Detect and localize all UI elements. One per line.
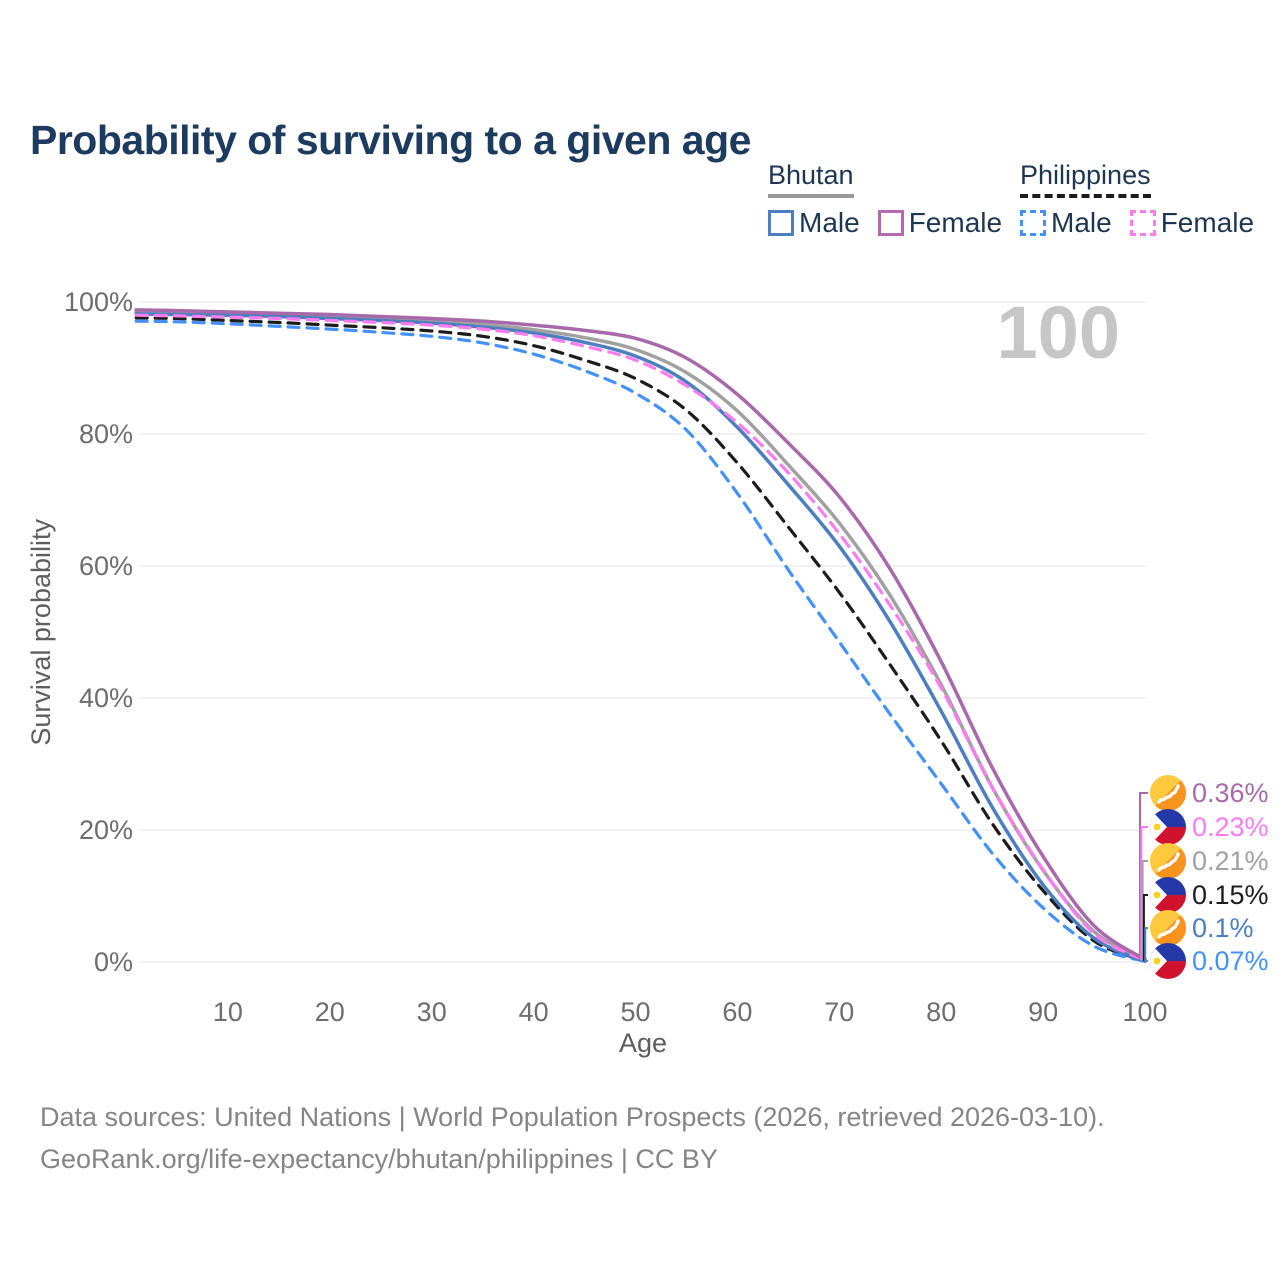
end-label-value: 0.23%	[1192, 811, 1269, 842]
end-label-connector-philippines-female	[1140, 826, 1148, 961]
end-label-connector-bhutan-male	[1144, 927, 1148, 962]
y-tick-label: 40%	[79, 683, 133, 713]
x-tick-label: 70	[824, 997, 854, 1027]
legend-group-philippines: Philippines Male Female	[1020, 160, 1272, 239]
end-label-connector-bhutan-female	[1139, 792, 1148, 960]
end-label-value: 0.36%	[1192, 777, 1269, 808]
series-line-bhutan-male[interactable]	[134, 312, 1147, 964]
end-label-bhutan-both-sexes[interactable]: 0.21%	[1150, 843, 1269, 879]
bhutan-flag-icon	[1150, 775, 1186, 811]
x-axis-title: Age	[619, 1028, 667, 1058]
end-label-value: 0.15%	[1192, 879, 1269, 910]
x-tick-label: 80	[926, 997, 956, 1027]
end-label-philippines-male[interactable]: 0.07%	[1150, 943, 1269, 979]
end-label-value: 0.07%	[1192, 945, 1269, 976]
legend-label-bhutan-male[interactable]: Male	[799, 207, 860, 238]
end-label-connector-bhutan-both-sexes	[1141, 860, 1148, 961]
end-label-bhutan-male[interactable]: 0.1%	[1150, 910, 1254, 946]
legend-swatch-bhutan-female[interactable]	[877, 210, 904, 236]
series-line-philippines-male[interactable]	[134, 319, 1147, 964]
series-line-philippines-female[interactable]	[134, 313, 1147, 963]
end-label-bhutan-female[interactable]: 0.36%	[1150, 775, 1269, 811]
end-label-philippines-both-sexes[interactable]: 0.15%	[1150, 877, 1269, 913]
series-line-bhutan-both-sexes[interactable]	[134, 310, 1147, 963]
legend-row-philippines: Male Female	[1020, 207, 1272, 239]
chart-footer: Data sources: United Nations | World Pop…	[40, 1096, 1105, 1180]
y-tick-label: 20%	[79, 815, 133, 845]
y-tick-label: 80%	[79, 419, 133, 449]
legend-label-bhutan-female[interactable]: Female	[908, 207, 1003, 238]
philippines-flag-icon	[1150, 877, 1186, 913]
x-tick-label: 90	[1028, 997, 1058, 1027]
end-label-connector-philippines-both-sexes	[1142, 894, 1148, 961]
series-line-philippines-both-sexes[interactable]	[134, 316, 1147, 963]
legend-label-philippines-female[interactable]: Female	[1160, 207, 1255, 238]
series-line-bhutan-female[interactable]	[134, 308, 1147, 962]
legend-label-philippines-male[interactable]: Male	[1051, 207, 1112, 238]
x-tick-label: 20	[315, 997, 345, 1027]
legend-header-bhutan[interactable]: Bhutan	[768, 160, 854, 198]
legend-header-philippines[interactable]: Philippines	[1020, 160, 1151, 198]
page-title: Probability of surviving to a given age	[30, 117, 751, 164]
philippines-flag-icon	[1150, 943, 1186, 979]
x-tick-label: 30	[417, 997, 447, 1027]
footer-data-sources: Data sources: United Nations | World Pop…	[40, 1102, 1105, 1132]
x-tick-label: 40	[519, 997, 549, 1027]
x-tick-label: 10	[213, 997, 243, 1027]
x-tick-label: 50	[620, 997, 650, 1027]
end-label-value: 0.21%	[1192, 845, 1269, 876]
legend-swatch-philippines-male[interactable]	[1020, 210, 1046, 236]
end-label-value: 0.1%	[1192, 912, 1254, 943]
legend-swatch-bhutan-male[interactable]	[768, 210, 794, 236]
end-label-philippines-female[interactable]: 0.23%	[1150, 809, 1269, 845]
footer-url-license: GeoRank.org/life-expectancy/bhutan/phili…	[40, 1144, 718, 1174]
bhutan-flag-icon	[1150, 910, 1186, 946]
x-tick-label: 100	[1122, 997, 1167, 1027]
y-tick-label: 100%	[64, 287, 133, 317]
x-tick-label: 60	[722, 997, 752, 1027]
philippines-flag-icon	[1150, 809, 1186, 845]
end-label-connector-philippines-male	[1145, 960, 1148, 962]
legend-swatch-philippines-female[interactable]	[1129, 210, 1156, 236]
legend-group-bhutan: Bhutan Male Female	[768, 160, 1020, 239]
y-tick-label: 0%	[94, 947, 133, 977]
y-tick-label: 60%	[79, 551, 133, 581]
legend-row-bhutan: Male Female	[768, 207, 1020, 239]
bhutan-flag-icon	[1150, 843, 1186, 879]
age-counter-watermark: 100	[996, 291, 1120, 374]
